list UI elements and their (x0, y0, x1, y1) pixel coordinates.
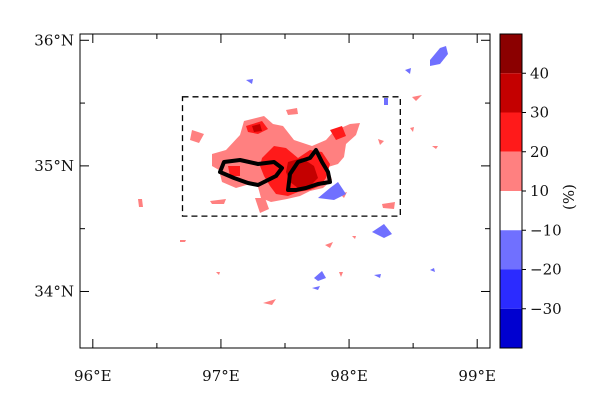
contour-west (218, 158, 284, 187)
lat-tick-label: 35°N (34, 157, 74, 175)
colorbar: (%) 40 30 20 10 −10 −20 −30 (499, 33, 578, 349)
colorbar-tick-label: −10 (530, 221, 562, 239)
colorbar-bin (500, 112, 522, 152)
colorbar-tick-label: −20 (530, 261, 562, 279)
highlight-contours (218, 148, 332, 192)
colorbar-tick-label: −30 (530, 300, 562, 318)
lat-tick-label: 36°N (34, 31, 74, 49)
colorbar-tick-label: 10 (530, 182, 549, 200)
negative-anomaly (246, 46, 448, 290)
lat-tick-label: 34°N (34, 282, 74, 300)
contour-east (286, 148, 332, 192)
colorbar-bin (500, 191, 522, 231)
lon-tick-label: 96°E (74, 367, 112, 385)
colorbar-unit-label: (%) (560, 184, 578, 210)
colorbar-bin (500, 308, 522, 348)
colorbar-bin (500, 151, 522, 191)
lon-tick-label: 99°E (458, 367, 496, 385)
lon-tick-label: 98°E (330, 367, 368, 385)
map-axes: 36°N 35°N 34°N 96°E 97°E 98°E 99°E (34, 31, 496, 385)
lon-tick-label: 97°E (202, 367, 240, 385)
colorbar-tick-label: 30 (530, 104, 549, 122)
map-panel (79, 33, 491, 349)
colorbar-bin (500, 73, 522, 113)
colorbar-bin (500, 269, 522, 309)
colorbar-bin (500, 34, 522, 74)
colorbar-bin (500, 230, 522, 270)
dashed-study-box (181, 96, 401, 217)
colorbar-tick-label: 20 (530, 143, 549, 161)
colorbar-tick-label: 40 (530, 64, 549, 82)
